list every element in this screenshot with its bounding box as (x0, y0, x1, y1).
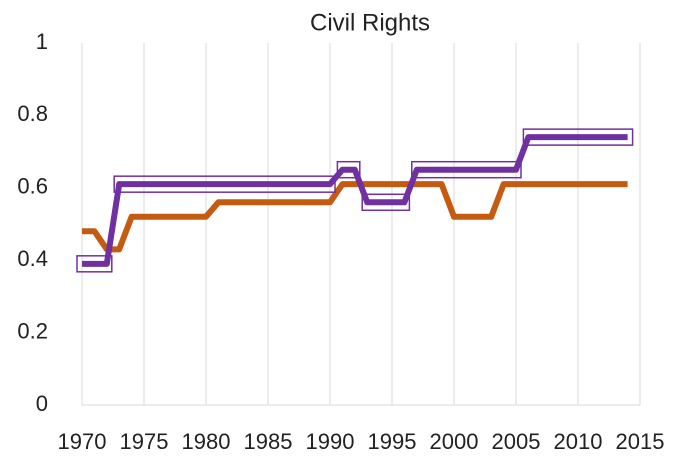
y-tick-label: 1 (36, 29, 48, 54)
y-tick-label: 0.2 (17, 318, 48, 343)
x-tick-label: 1995 (368, 429, 417, 454)
x-tick-label: 1970 (58, 429, 107, 454)
chart-title: Civil Rights (310, 9, 430, 36)
x-tick-label: 1980 (182, 429, 231, 454)
x-tick-label: 2010 (554, 429, 603, 454)
x-tick-label: 2000 (430, 429, 479, 454)
x-tick-label: 1975 (120, 429, 169, 454)
segment-box (76, 255, 113, 273)
segment-box (361, 193, 411, 212)
segment-box (113, 175, 336, 193)
y-tick-label: 0 (36, 391, 48, 416)
y-tick-label: 0.6 (17, 174, 48, 199)
series-line (82, 181, 628, 253)
segment-box (522, 128, 634, 146)
segment-box (336, 160, 361, 179)
y-tick-label: 0.4 (17, 246, 48, 271)
segment-box (411, 160, 522, 179)
x-tick-label: 2005 (492, 429, 541, 454)
x-tick-label: 1990 (306, 429, 355, 454)
x-tick-label: 2015 (616, 429, 665, 454)
y-tick-label: 0.8 (17, 101, 48, 126)
x-tick-label: 1985 (244, 429, 293, 454)
series-line (82, 134, 628, 267)
